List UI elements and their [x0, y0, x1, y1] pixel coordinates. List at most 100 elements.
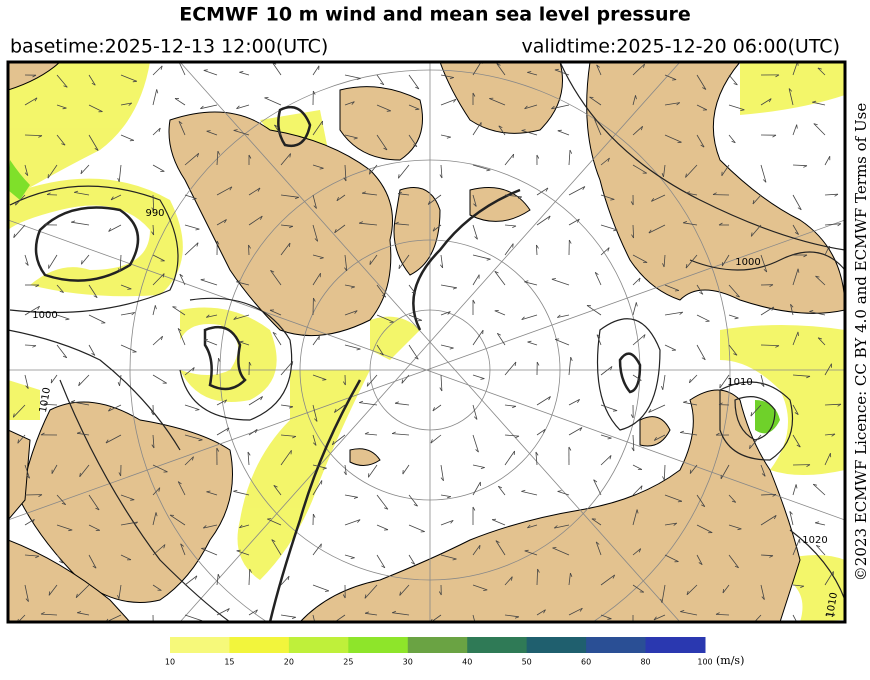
wind-arrow-head — [475, 630, 478, 633]
wind-arrow — [312, 543, 322, 556]
wind-arrow — [760, 374, 765, 387]
wind-arrow — [504, 614, 519, 618]
wind-arrow-head — [351, 101, 355, 105]
wind-arrow — [632, 95, 636, 106]
wind-arrow-head — [415, 108, 420, 111]
wind-arrow — [527, 524, 538, 529]
wind-arrow — [402, 464, 410, 475]
wind-arrow — [664, 284, 680, 291]
wind-arrow — [336, 194, 346, 202]
wind-arrow — [632, 164, 647, 174]
wind-arrow-head — [229, 186, 233, 191]
wind-arrow — [408, 284, 416, 295]
wind-arrow — [600, 574, 615, 586]
wind-arrow-head — [545, 187, 549, 192]
wind-arrow — [728, 494, 737, 503]
wind-arrow-head — [685, 264, 688, 269]
wind-arrow — [728, 344, 738, 356]
wind-arrow-head — [380, 82, 385, 86]
wind-arrow — [432, 224, 442, 232]
wind-arrow-head — [551, 105, 555, 110]
wind-arrow — [56, 314, 70, 320]
wind-arrow-head — [25, 598, 29, 602]
wind-arrow — [108, 224, 122, 232]
wind-arrow — [696, 494, 706, 507]
wind-arrow-head — [314, 418, 318, 422]
wind-arrow — [280, 404, 293, 408]
wind-arrow-head — [712, 192, 717, 195]
wind-arrow-head — [700, 144, 705, 148]
wind-arrow — [557, 130, 570, 136]
wind-arrow-head — [761, 596, 765, 600]
wind-arrow — [696, 284, 704, 295]
wind-arrow-head — [674, 290, 679, 292]
wind-arrow — [824, 245, 830, 256]
wind-arrow-head — [239, 71, 244, 73]
wind-arrow — [312, 584, 330, 592]
wind-arrow — [120, 494, 135, 501]
wind-arrow — [721, 164, 730, 177]
wind-arrow — [440, 74, 454, 78]
wind-arrow — [824, 571, 834, 586]
wind-arrow — [760, 515, 777, 526]
wind-arrow — [792, 224, 799, 235]
wind-arrow — [184, 224, 200, 230]
wind-arrow — [152, 434, 155, 449]
wind-arrow — [536, 187, 549, 196]
wind-arrow — [728, 74, 738, 86]
wind-arrow — [792, 194, 802, 210]
wind-arrow-head — [91, 352, 96, 356]
wind-arrow — [280, 224, 293, 227]
wind-arrow-head — [292, 436, 297, 439]
wind-arrow-head — [353, 496, 358, 499]
wind-arrow — [344, 464, 347, 475]
wind-arrow — [760, 306, 774, 316]
wind-arrow — [24, 344, 37, 346]
wind-arrow — [267, 518, 282, 526]
contour-label: 990 — [145, 208, 164, 219]
wind-arrow-head — [313, 205, 317, 209]
wind-arrow-head — [48, 591, 51, 596]
wind-arrow-head — [518, 196, 523, 199]
wind-arrow-head — [439, 174, 443, 179]
wind-arrow-head — [543, 609, 546, 614]
wind-arrow — [600, 404, 618, 411]
wind-arrow-head — [722, 589, 724, 594]
wind-arrow — [524, 104, 538, 110]
wind-arrow — [152, 164, 165, 172]
wind-arrow — [280, 450, 292, 466]
wind-arrow — [664, 311, 683, 316]
wind-arrow-head — [324, 590, 329, 592]
wind-arrow — [13, 404, 26, 418]
wind-arrow-head — [579, 607, 583, 612]
wind-arrow-head — [411, 562, 415, 565]
wind-arrow — [663, 254, 666, 268]
wind-arrow — [272, 332, 282, 346]
wind-arrow — [440, 464, 444, 481]
wind-arrow-head — [364, 431, 369, 435]
wind-arrow-head — [260, 396, 263, 401]
wind-arrow-head — [689, 469, 692, 474]
wind-arrow-head — [689, 378, 691, 384]
wind-arrow-head — [521, 316, 525, 320]
wind-arrow — [236, 550, 250, 556]
wind-arrow-head — [749, 444, 751, 449]
wind-arrow — [689, 374, 698, 384]
wind-arrow — [119, 254, 122, 273]
wind-arrow-head — [413, 144, 418, 147]
wind-arrow — [152, 584, 162, 591]
wind-arrow — [568, 218, 580, 226]
wind-arrow-head — [62, 107, 67, 110]
wind-arrow — [178, 62, 186, 76]
wind-arrow-head — [789, 511, 793, 515]
wind-arrow — [184, 614, 203, 622]
wind-arrow — [432, 404, 442, 412]
wind-arrow — [824, 363, 832, 376]
wind-arrow — [552, 547, 570, 556]
wind-arrow — [152, 544, 166, 556]
wind-arrow — [177, 328, 186, 346]
wind-arrow — [554, 339, 570, 346]
wind-arrow — [440, 134, 451, 138]
wind-arrow-head — [813, 483, 818, 486]
wind-arrow — [105, 434, 122, 444]
